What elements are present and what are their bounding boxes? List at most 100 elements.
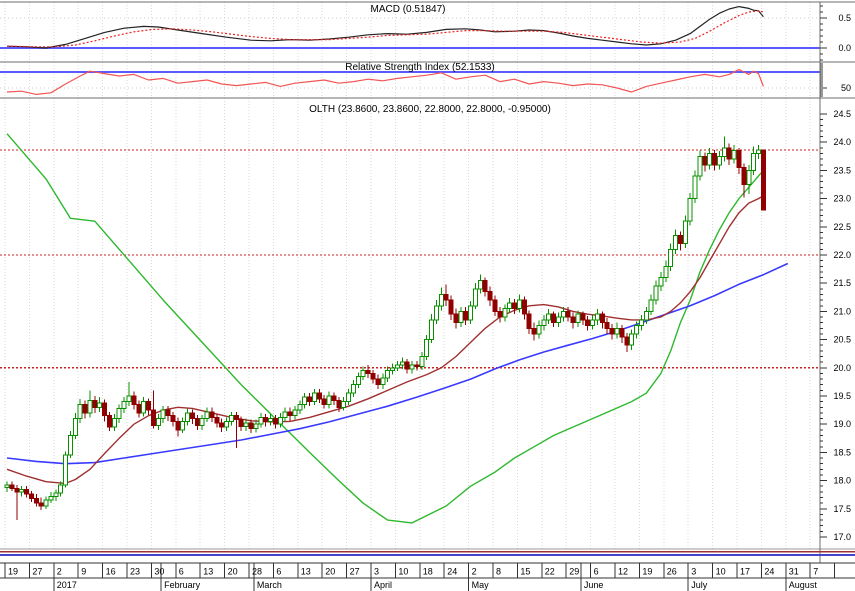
price-axis-label: 23.0 xyxy=(833,194,851,204)
x-axis-date-label: 28 xyxy=(252,567,262,577)
x-axis-month-label: August xyxy=(789,580,818,590)
candle-body xyxy=(477,279,483,290)
candle-body xyxy=(692,175,698,200)
ma-long-line xyxy=(6,133,764,524)
candle-body xyxy=(92,400,98,408)
candle-body xyxy=(609,327,615,335)
candle-body xyxy=(551,313,557,324)
candle-body xyxy=(399,361,405,366)
candle-body xyxy=(175,420,181,431)
candle-body xyxy=(687,198,693,222)
price-axis-label: 18.0 xyxy=(833,476,851,486)
rsi-line xyxy=(6,68,764,96)
candle-body xyxy=(638,319,644,326)
candle-body xyxy=(350,384,356,394)
candle-body xyxy=(126,395,132,403)
x-axis-month-label: March xyxy=(257,580,282,590)
x-axis-date-label: 20 xyxy=(325,567,335,577)
candle-body xyxy=(516,299,522,310)
x-axis-date-label: 18 xyxy=(423,567,433,577)
candle-body xyxy=(726,147,732,160)
candle-body xyxy=(370,372,376,380)
candle-body xyxy=(185,412,191,422)
candle-body xyxy=(199,418,205,426)
candle-body xyxy=(268,418,274,422)
candle-body xyxy=(38,502,44,507)
x-axis-date-label: 19 xyxy=(642,567,652,577)
candle-body xyxy=(214,416,220,424)
candle-body xyxy=(453,313,459,324)
x-axis-month-label: February xyxy=(164,580,201,590)
candle-body xyxy=(360,370,366,377)
candle-body xyxy=(736,150,742,169)
candle-body xyxy=(258,416,264,425)
candle-body xyxy=(526,313,532,329)
candle-body xyxy=(336,400,342,408)
x-axis-date-label: 19 xyxy=(8,567,18,577)
x-axis-month-label: May xyxy=(472,580,490,590)
candle-body xyxy=(599,313,605,324)
candle-body xyxy=(194,418,200,426)
price-axis-label: 20.0 xyxy=(833,363,851,373)
rsi-panel-title: Relative Strength Index (52.1533) xyxy=(345,62,495,73)
macd-line xyxy=(6,5,764,49)
x-axis-date-label: 6 xyxy=(179,567,184,577)
candle-body xyxy=(458,310,464,324)
candle-body xyxy=(643,310,649,321)
candle-body xyxy=(414,364,420,368)
candle-body xyxy=(77,403,83,420)
candle-body xyxy=(219,422,225,428)
price-axis-label: 21.0 xyxy=(833,306,851,316)
candle-body xyxy=(155,418,161,426)
candle-body xyxy=(375,378,381,386)
candle-body xyxy=(492,299,498,312)
candle-body xyxy=(721,147,727,157)
candle-body xyxy=(121,401,127,409)
candle-body xyxy=(482,279,488,293)
candle-body xyxy=(53,492,59,497)
x-axis-month-label: 2017 xyxy=(57,580,77,590)
candle-body xyxy=(33,498,39,504)
x-axis-date-label: 6 xyxy=(276,567,281,577)
candle-body xyxy=(716,155,722,166)
candle-body xyxy=(394,364,400,369)
x-axis-date-label: 3 xyxy=(374,567,379,577)
candle-body xyxy=(224,420,230,428)
x-axis-date-label: 31 xyxy=(789,567,799,577)
candle-body xyxy=(321,398,327,405)
candle-body xyxy=(28,493,34,500)
candle-body xyxy=(580,313,586,321)
candle-body xyxy=(248,422,254,430)
candle-body xyxy=(541,319,547,326)
candle-body xyxy=(746,169,752,185)
candle-body xyxy=(697,155,703,177)
candle-body xyxy=(106,415,112,428)
candle-body xyxy=(116,407,122,420)
candle-body xyxy=(87,400,93,414)
candle-body xyxy=(14,487,20,493)
x-axis-date-label: 15 xyxy=(520,567,530,577)
candle-body xyxy=(272,418,278,425)
candle-body xyxy=(668,248,674,267)
candle-body xyxy=(648,299,654,312)
price-axis-label: 24.0 xyxy=(833,137,851,147)
candle-body xyxy=(507,302,513,310)
x-axis-date-label: 8 xyxy=(496,567,501,577)
x-axis-date-label: 24 xyxy=(764,567,774,577)
x-axis-date-label: 30 xyxy=(154,567,164,577)
candle-body xyxy=(277,416,283,425)
price-axis-label: 18.5 xyxy=(833,447,851,457)
candle-body xyxy=(146,401,152,411)
candle-body xyxy=(4,484,10,488)
candle-body xyxy=(604,322,610,329)
candle-body xyxy=(189,412,195,420)
candle-body xyxy=(585,319,591,326)
candle-body xyxy=(233,415,239,421)
price-axis-label: 19.0 xyxy=(833,419,851,429)
candle-body xyxy=(97,402,103,408)
candle-body xyxy=(424,339,430,358)
candle-body xyxy=(180,420,186,431)
price-axis-label: 22.5 xyxy=(833,222,851,232)
